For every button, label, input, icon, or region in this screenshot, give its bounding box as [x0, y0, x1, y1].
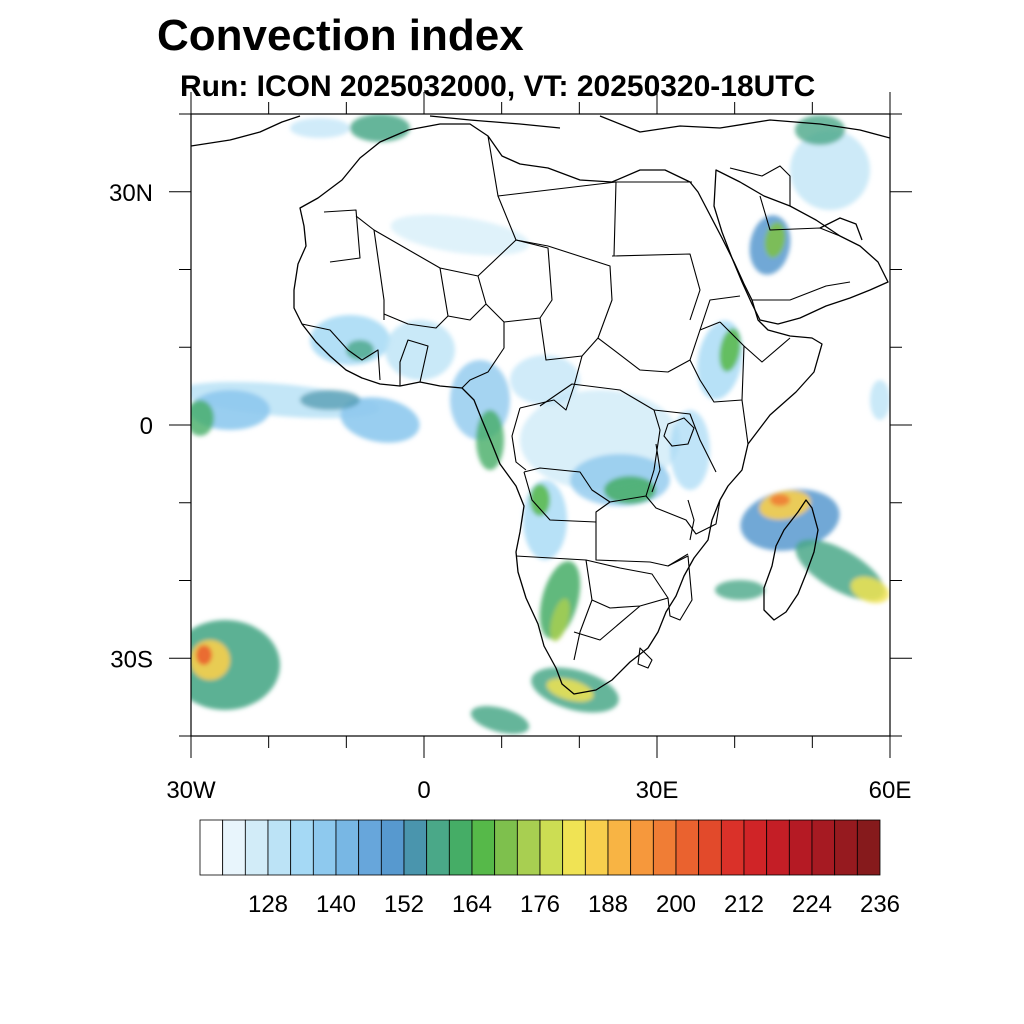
- colorbar-box: [403, 819, 428, 876]
- colorbar-label: 164: [452, 891, 492, 918]
- lakes: [651, 417, 695, 541]
- colorbar-box: [494, 819, 518, 876]
- convection-cell: [340, 397, 420, 443]
- convection-cell: [510, 355, 580, 405]
- convection-cell: [850, 576, 890, 604]
- colorbar-label: 200: [656, 891, 696, 918]
- convection-cell: [390, 214, 530, 256]
- colorbar-box: [856, 819, 881, 876]
- colorbar-label: 236: [860, 891, 900, 918]
- colorbar-box: [675, 819, 700, 876]
- colorbar-box: [448, 819, 473, 876]
- lon-tick-label: 30E: [636, 777, 679, 804]
- convection-cell: [670, 410, 710, 490]
- colorbar-labels: 128 140 152 164 176 188 200 212 224 236: [248, 891, 900, 918]
- lat-tick-label: 30N: [109, 180, 153, 207]
- lat-tick-label: 0: [140, 413, 153, 440]
- lake-tanganyika: [651, 443, 661, 493]
- colorbar-box: [222, 819, 246, 876]
- convection-cell: [470, 706, 530, 734]
- colorbar-box: [562, 819, 586, 876]
- chart-subtitle: Run: ICON 2025032000, VT: 20250320-18UTC: [180, 70, 816, 103]
- colorbar-box: [335, 819, 360, 876]
- colorbar-box: [698, 819, 722, 876]
- colorbar-box: [358, 819, 382, 876]
- convection-cell: [350, 114, 410, 142]
- colorbar-box: [380, 819, 405, 876]
- europe-coastline: [191, 115, 890, 147]
- colorbar-box: [788, 819, 813, 876]
- chart-title: Convection index: [157, 11, 524, 60]
- colorbar-label: 176: [520, 891, 560, 918]
- convection-cell: [196, 645, 212, 665]
- convection-cell: [795, 115, 845, 145]
- coastlines: [191, 115, 890, 695]
- lat-tick-label: 30S: [110, 646, 153, 673]
- convection-cell: [346, 340, 374, 360]
- lon-tick-label: 0: [417, 777, 430, 804]
- colorbar-label: 140: [316, 891, 356, 918]
- colorbar-box: [244, 819, 269, 876]
- persian-gulf-coast: [819, 217, 863, 241]
- convection-cell: [300, 390, 360, 410]
- colorbar-box: [607, 819, 632, 876]
- colorbar-box: [539, 819, 564, 876]
- colorbar-box: [267, 819, 292, 876]
- madagascar-coastline: [763, 499, 819, 621]
- colorbar-box: [471, 819, 496, 876]
- convection-cell: [870, 380, 890, 420]
- colorbar-box: [652, 819, 677, 876]
- convection-field: [191, 114, 890, 734]
- convection-cell: [770, 494, 790, 506]
- convection-cell: [790, 130, 870, 210]
- convection-cell: [719, 328, 741, 372]
- axis-tick-labels: 30W 0 30E 60E 30N 0 30S: [109, 180, 911, 804]
- convection-cell: [530, 484, 550, 516]
- lake-malawi: [687, 499, 695, 541]
- colorbar-box: [743, 819, 768, 876]
- country-borders: [301, 135, 851, 669]
- lake-victoria: [663, 417, 695, 447]
- colorbar-box: [584, 819, 609, 876]
- convection-cell: [764, 222, 786, 258]
- colorbar-label: 152: [384, 891, 424, 918]
- convection-cell: [715, 580, 765, 600]
- convection-cell: [539, 561, 581, 639]
- colorbar-box: [312, 819, 337, 876]
- colorbar-box: [290, 819, 314, 876]
- convection-cell: [290, 118, 350, 138]
- colorbar: [199, 819, 881, 876]
- colorbar-box: [426, 819, 450, 876]
- colorbar-label: 188: [588, 891, 628, 918]
- colorbar-box: [811, 819, 836, 876]
- colorbar-box: [766, 819, 790, 876]
- africa-coastline: [293, 123, 823, 695]
- colorbar-label: 128: [248, 891, 288, 918]
- colorbar-box: [834, 819, 858, 876]
- colorbar-box: [199, 819, 224, 876]
- colorbar-label: 224: [792, 891, 832, 918]
- convection-cell: [385, 320, 455, 380]
- colorbar-box: [720, 819, 745, 876]
- axis-ticks: [169, 92, 912, 758]
- colorbar-label: 212: [724, 891, 764, 918]
- lon-tick-label: 60E: [869, 777, 912, 804]
- lon-tick-label: 30W: [166, 777, 216, 804]
- colorbar-box: [516, 819, 541, 876]
- plot-area: [191, 114, 890, 734]
- convection-cell: [550, 598, 570, 642]
- convection-cell: [191, 400, 214, 436]
- arabia-coastline: [713, 169, 889, 325]
- colorbar-box: [630, 819, 654, 876]
